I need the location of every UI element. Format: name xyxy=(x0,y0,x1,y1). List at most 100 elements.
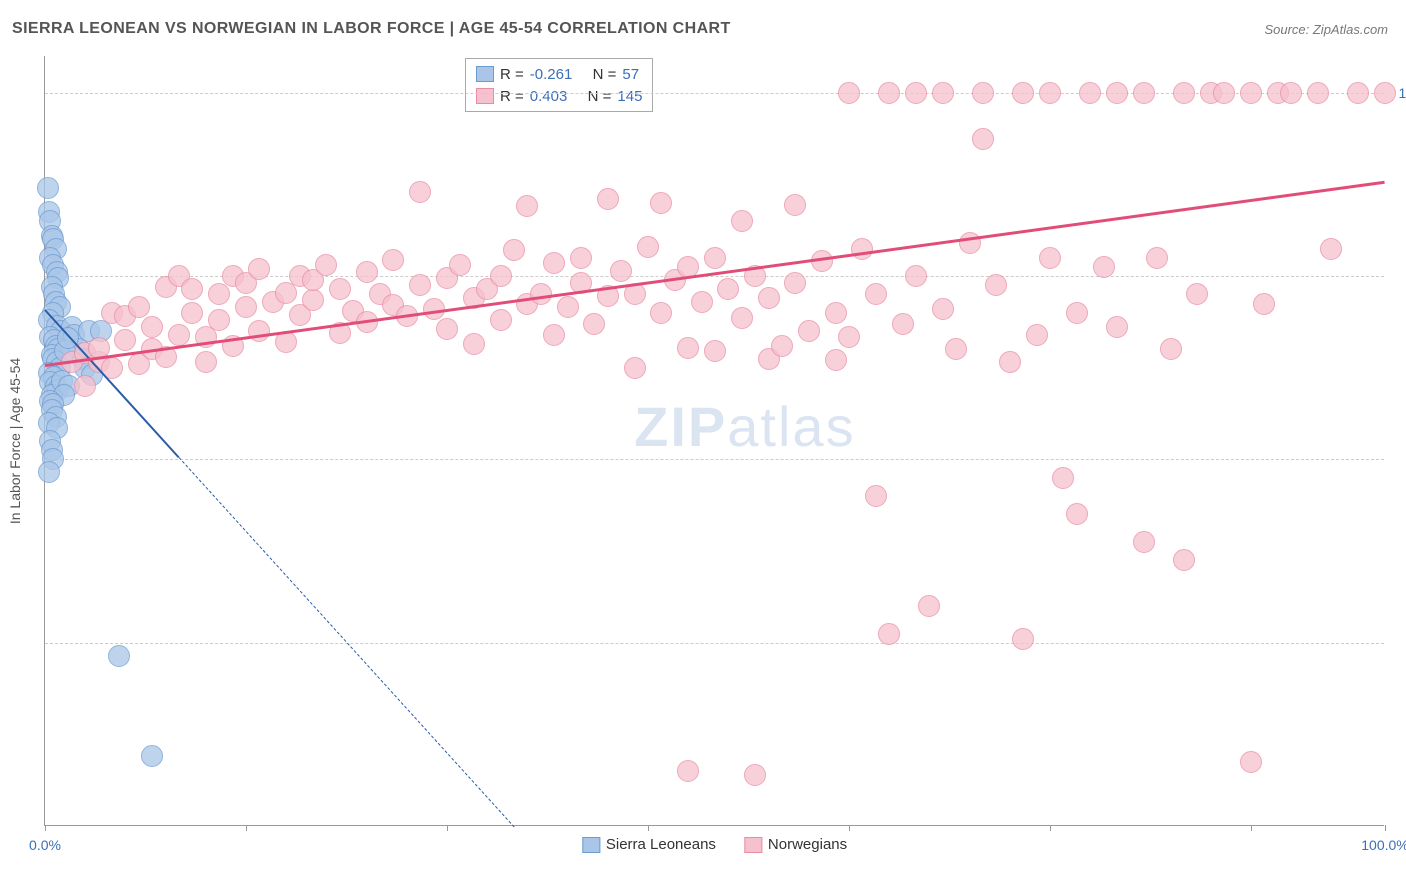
swatch-norw xyxy=(744,837,762,853)
data-point-norw xyxy=(865,283,887,305)
data-point-norw xyxy=(409,274,431,296)
data-point-norw xyxy=(999,351,1021,373)
data-point-norw xyxy=(905,265,927,287)
data-point-norw xyxy=(825,349,847,371)
data-point-norw xyxy=(181,278,203,300)
swatch-sierra xyxy=(476,66,494,82)
data-point-norw xyxy=(543,252,565,274)
data-point-norw xyxy=(865,485,887,507)
data-point-norw xyxy=(1133,82,1155,104)
source-attribution: Source: ZipAtlas.com xyxy=(1264,22,1388,37)
data-point-norw xyxy=(583,313,605,335)
data-point-norw xyxy=(557,296,579,318)
data-point-norw xyxy=(168,324,190,346)
data-point-norw xyxy=(1173,82,1195,104)
data-point-norw xyxy=(985,274,1007,296)
data-point-norw xyxy=(248,320,270,342)
data-point-sierra xyxy=(141,745,163,767)
data-point-norw xyxy=(1106,82,1128,104)
legend-label: Sierra Leoneans xyxy=(606,836,716,853)
data-point-norw xyxy=(248,258,270,280)
data-point-norw xyxy=(503,239,525,261)
data-point-norw xyxy=(1039,247,1061,269)
data-point-norw xyxy=(1106,316,1128,338)
data-point-norw xyxy=(1066,503,1088,525)
data-point-norw xyxy=(449,254,471,276)
data-point-norw xyxy=(1307,82,1329,104)
data-point-norw xyxy=(195,351,217,373)
data-point-norw xyxy=(1012,82,1034,104)
value-r-sierra: -0.261 xyxy=(530,66,573,83)
data-point-norw xyxy=(597,188,619,210)
data-point-norw xyxy=(235,296,257,318)
data-point-norw xyxy=(543,324,565,346)
data-point-norw xyxy=(731,210,753,232)
data-point-norw xyxy=(329,278,351,300)
swatch-sierra xyxy=(582,837,600,853)
x-tick-label: 0.0% xyxy=(29,837,61,853)
data-point-norw xyxy=(972,128,994,150)
data-point-norw xyxy=(1146,247,1168,269)
data-point-norw xyxy=(650,192,672,214)
legend-label: Norwegians xyxy=(768,836,847,853)
stats-row-norw: R = 0.403 N = 145 xyxy=(476,85,642,107)
data-point-norw xyxy=(463,333,485,355)
scatter-plot-area: In Labor Force | Age 45-54 ZIPatlas R = … xyxy=(44,56,1384,826)
data-point-norw xyxy=(731,307,753,329)
data-point-norw xyxy=(972,82,994,104)
data-point-norw xyxy=(825,302,847,324)
data-point-norw xyxy=(128,296,150,318)
data-point-norw xyxy=(516,195,538,217)
data-point-norw xyxy=(838,82,860,104)
data-point-norw xyxy=(1066,302,1088,324)
watermark: ZIPatlas xyxy=(634,394,855,459)
data-point-norw xyxy=(1374,82,1396,104)
value-n-norw: 145 xyxy=(617,88,642,105)
data-point-norw xyxy=(1052,467,1074,489)
legend-item-sierra: Sierra Leoneans xyxy=(582,836,716,853)
value-n-sierra: 57 xyxy=(622,66,639,83)
data-point-norw xyxy=(704,340,726,362)
data-point-norw xyxy=(74,375,96,397)
data-point-norw xyxy=(141,316,163,338)
data-point-norw xyxy=(677,760,699,782)
data-point-norw xyxy=(490,309,512,331)
legend: Sierra Leoneans Norwegians xyxy=(582,836,847,853)
data-point-norw xyxy=(784,194,806,216)
y-tick-label: 70.0% xyxy=(1390,635,1406,651)
data-point-sierra xyxy=(37,177,59,199)
data-point-norw xyxy=(1280,82,1302,104)
label-n: N = xyxy=(593,66,617,83)
data-point-norw xyxy=(1133,531,1155,553)
chart-title: SIERRA LEONEAN VS NORWEGIAN IN LABOR FOR… xyxy=(12,20,731,38)
data-point-norw xyxy=(1012,628,1034,650)
data-point-norw xyxy=(610,260,632,282)
value-r-norw: 0.403 xyxy=(530,88,568,105)
data-point-norw xyxy=(905,82,927,104)
data-point-norw xyxy=(624,357,646,379)
data-point-norw xyxy=(758,287,780,309)
data-point-sierra xyxy=(108,645,130,667)
data-point-norw xyxy=(1173,549,1195,571)
data-point-norw xyxy=(744,764,766,786)
data-point-norw xyxy=(1213,82,1235,104)
data-point-norw xyxy=(892,313,914,335)
data-point-norw xyxy=(691,291,713,313)
data-point-norw xyxy=(704,247,726,269)
data-point-norw xyxy=(1240,82,1262,104)
label-n: N = xyxy=(588,88,612,105)
data-point-norw xyxy=(1093,256,1115,278)
data-point-norw xyxy=(784,272,806,294)
data-point-norw xyxy=(650,302,672,324)
y-tick-label: 80.0% xyxy=(1390,451,1406,467)
data-point-norw xyxy=(1039,82,1061,104)
data-point-norw xyxy=(1240,751,1262,773)
data-point-norw xyxy=(1253,293,1275,315)
label-r: R = xyxy=(500,66,524,83)
data-point-norw xyxy=(811,250,833,272)
data-point-norw xyxy=(356,261,378,283)
data-point-norw xyxy=(677,337,699,359)
data-point-norw xyxy=(878,82,900,104)
data-point-norw xyxy=(851,238,873,260)
y-axis-label: In Labor Force | Age 45-54 xyxy=(7,357,23,523)
